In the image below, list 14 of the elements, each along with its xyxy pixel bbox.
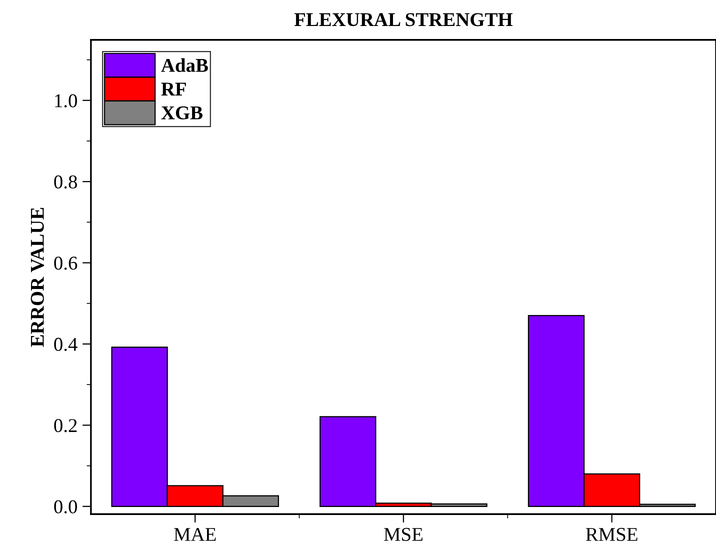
x-tick-label: RMSE bbox=[586, 528, 638, 541]
y-tick-label: 0.0 bbox=[54, 500, 77, 514]
legend-label: XGB bbox=[161, 106, 203, 120]
chart-title: FLEXURAL STRENGTH bbox=[294, 13, 513, 26]
y-tick-label: 0.6 bbox=[54, 256, 78, 270]
y-tick-label: 0.2 bbox=[54, 419, 77, 432]
y-tick-label: 1.0 bbox=[55, 94, 77, 108]
y-axis-title: ERROR VALUE bbox=[30, 208, 44, 347]
x-tick-label: MAE bbox=[174, 528, 216, 541]
y-tick-label: 0.8 bbox=[54, 175, 77, 189]
legend-label: RF bbox=[161, 82, 186, 96]
legend-label: AdaB bbox=[161, 58, 208, 72]
x-tick-label: MSE bbox=[384, 528, 422, 541]
y-tick-label: 0.4 bbox=[54, 338, 78, 352]
